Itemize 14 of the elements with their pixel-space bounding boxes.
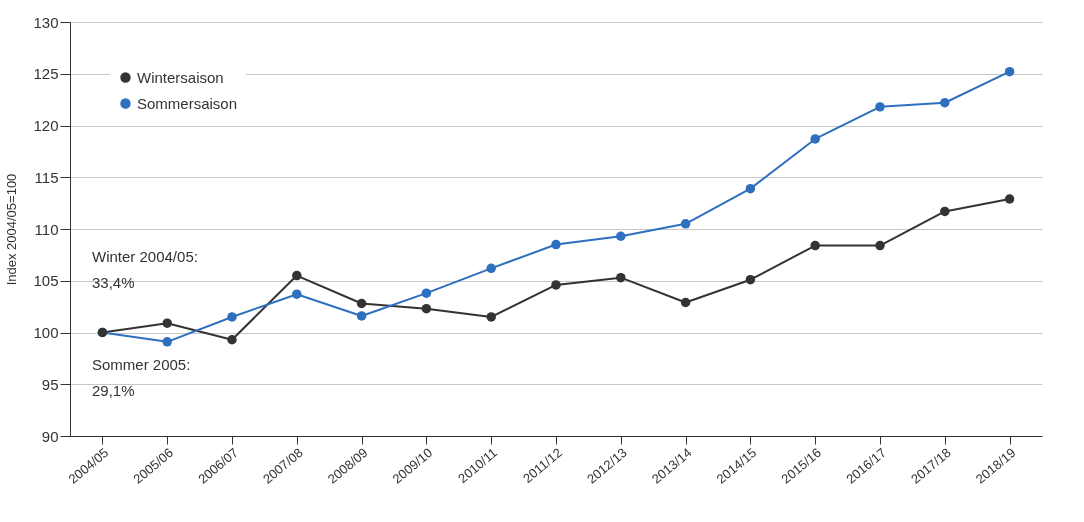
y-tick-label: 110 — [34, 220, 59, 238]
y-tick-label: 100 — [33, 324, 59, 341]
legend-label: Sommersaison — [137, 94, 238, 112]
y-tick-label: 125 — [33, 65, 59, 83]
legend-label: Wintersaison — [137, 68, 224, 86]
annotation: Sommer 2005: 29,1% — [92, 356, 191, 399]
annotation: Winter 2004/05: 33,4% — [92, 248, 198, 291]
y-tick-label: 120 — [33, 117, 59, 134]
y-tick-label: 115 — [34, 168, 59, 186]
y-tick-label: 105 — [33, 272, 59, 290]
y-axis-title: Index 2004/05=100 — [4, 173, 20, 286]
y-tick-label: 90 — [41, 427, 59, 445]
y-tick-label: 95 — [41, 375, 59, 393]
y-tick-label: 130 — [33, 13, 59, 31]
